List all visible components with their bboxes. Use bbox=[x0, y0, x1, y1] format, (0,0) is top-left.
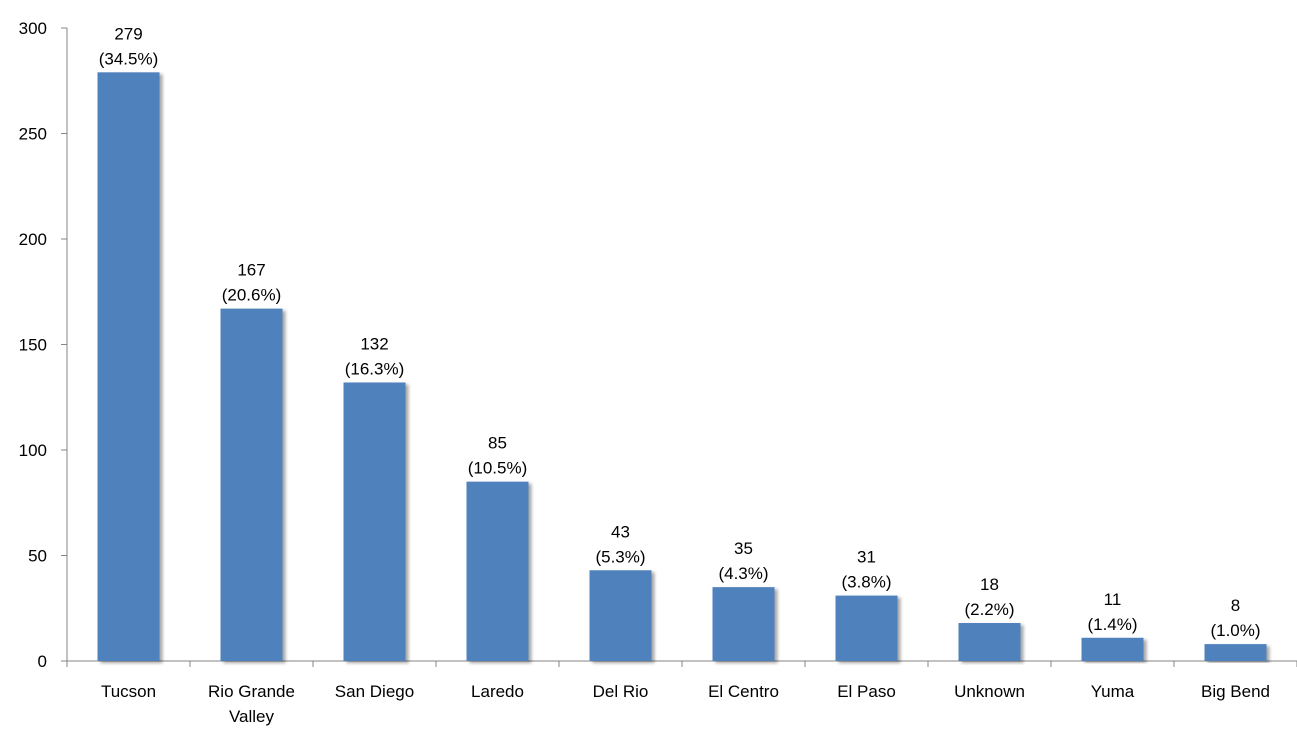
x-tick-label: San Diego bbox=[335, 682, 414, 701]
y-tick-label: 150 bbox=[19, 336, 47, 355]
data-label-value: 279 bbox=[114, 24, 142, 43]
data-label-percent: (4.3%) bbox=[718, 564, 768, 583]
y-tick-label: 200 bbox=[19, 230, 47, 249]
bar bbox=[343, 382, 406, 661]
y-tick-label: 0 bbox=[38, 652, 47, 671]
x-tick-label: Del Rio bbox=[593, 682, 649, 701]
data-label-percent: (3.8%) bbox=[841, 573, 891, 592]
x-tick-label: El Centro bbox=[708, 682, 779, 701]
data-label-value: 35 bbox=[734, 539, 753, 558]
x-tick-label: Tucson bbox=[101, 682, 156, 701]
data-label-percent: (34.5%) bbox=[99, 49, 159, 68]
data-label-value: 132 bbox=[360, 334, 388, 353]
x-tick-label: Rio Grande bbox=[208, 682, 295, 701]
bar bbox=[835, 595, 898, 661]
chart-labels: 279 (34.5%) Tucson 167 (20.6%) Rio Grande Vall… bbox=[99, 24, 1270, 726]
data-label-value: 8 bbox=[1231, 596, 1240, 615]
bar bbox=[1081, 637, 1144, 661]
data-label-value: 31 bbox=[857, 548, 876, 567]
data-label-percent: (2.2%) bbox=[964, 600, 1014, 619]
bar bbox=[958, 623, 1021, 661]
data-label-percent: (1.0%) bbox=[1210, 621, 1260, 640]
data-label-percent: (10.5%) bbox=[468, 459, 528, 478]
bar bbox=[1204, 644, 1267, 661]
x-tick-label: Valley bbox=[229, 707, 275, 726]
y-tick-label: 300 bbox=[19, 19, 47, 38]
data-label-percent: (20.6%) bbox=[222, 286, 282, 305]
data-label-percent: (16.3%) bbox=[345, 359, 405, 378]
bar bbox=[97, 72, 160, 661]
data-label-percent: (1.4%) bbox=[1087, 615, 1137, 634]
data-label-value: 85 bbox=[488, 434, 507, 453]
data-label-value: 11 bbox=[1104, 590, 1122, 609]
data-label-value: 18 bbox=[980, 575, 999, 594]
data-label-value: 43 bbox=[611, 522, 630, 541]
bar bbox=[589, 570, 652, 661]
x-tick-label: El Paso bbox=[837, 682, 896, 701]
data-label-value: 167 bbox=[237, 261, 265, 280]
y-tick-label: 100 bbox=[19, 441, 47, 460]
bar bbox=[712, 587, 775, 661]
x-tick-label: Yuma bbox=[1091, 682, 1135, 701]
x-tick-label: Big Bend bbox=[1201, 682, 1270, 701]
bar bbox=[220, 308, 283, 661]
x-tick-label: Laredo bbox=[471, 682, 524, 701]
data-label-percent: (5.3%) bbox=[595, 547, 645, 566]
chart-axes: 0 50 100 150 200 250 300 bbox=[19, 19, 1297, 671]
y-tick-label: 250 bbox=[19, 125, 47, 144]
y-tick-label: 50 bbox=[28, 547, 47, 566]
bar bbox=[466, 481, 529, 661]
x-tick-label: Unknown bbox=[954, 682, 1025, 701]
chart-bars bbox=[97, 72, 1267, 661]
